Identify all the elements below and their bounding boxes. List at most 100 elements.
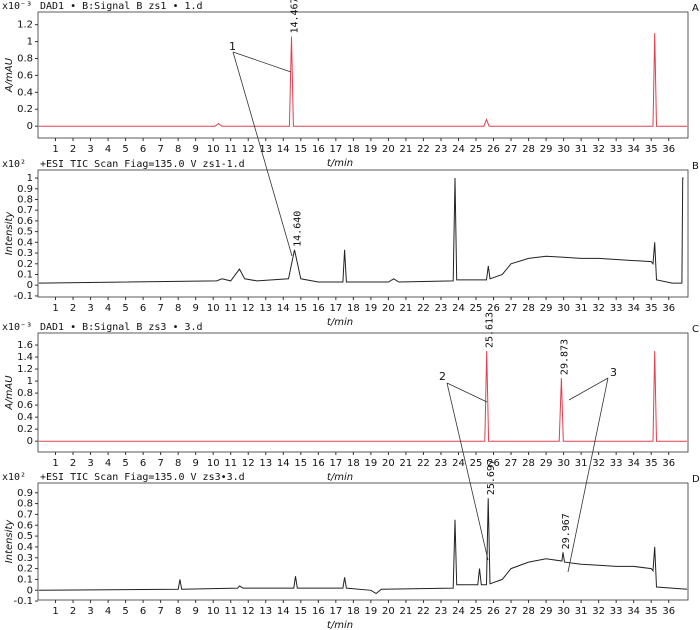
x-tick-label: 2 [70, 144, 76, 155]
x-tick-label: 32 [592, 606, 605, 617]
x-tick-label: 33 [610, 144, 623, 155]
y-tick-label: 0.9 [17, 184, 33, 195]
scale-label: x10² [2, 472, 26, 483]
annotation-line [446, 382, 489, 561]
x-tick-label: 33 [610, 606, 623, 617]
x-tick-label: 18 [347, 303, 360, 314]
x-tick-label: 21 [400, 606, 413, 617]
x-tick-label: 15 [294, 606, 307, 617]
x-tick-label: 20 [382, 606, 395, 617]
x-tick-label: 14 [277, 458, 290, 469]
plot-frame [37, 482, 689, 601]
y-tick-label: 0 [27, 280, 33, 291]
y-tick-label: 0.5 [17, 227, 33, 238]
x-tick-label: 8 [175, 144, 181, 155]
x-tick-label: 35 [645, 458, 658, 469]
y-tick-label: 0.6 [17, 400, 33, 411]
y-tick-label: 0 [27, 121, 33, 132]
x-tick-label: 4 [105, 144, 111, 155]
signal-line [38, 498, 688, 595]
y-axis-label: Intensity [4, 211, 15, 256]
x-tick-label: 7 [157, 458, 163, 469]
x-tick-label: 3 [87, 303, 93, 314]
panel-title: DAD1 • B:Signal B zs3 • 3.d [40, 322, 203, 333]
x-tick-label: 29 [540, 606, 553, 617]
peak-label: 29.967 [561, 513, 572, 549]
x-tick-label: 11 [224, 144, 237, 155]
x-tick-label: 2 [70, 303, 76, 314]
x-tick-label: 34 [627, 303, 640, 314]
y-tick-label: -0.1 [13, 291, 33, 302]
x-tick-label: 20 [382, 458, 395, 469]
x-tick-label: 33 [610, 303, 623, 314]
scale-label: x10⁻³ [2, 322, 32, 333]
x-tick-label: 11 [224, 458, 237, 469]
x-tick-label: 27 [505, 144, 518, 155]
x-tick-label: 18 [347, 606, 360, 617]
x-tick-label: 24 [452, 303, 465, 314]
x-axis-label: t/min [327, 472, 353, 483]
x-tick-label: 16 [312, 606, 325, 617]
x-tick-label: 33 [610, 458, 623, 469]
y-tick-label: 0.8 [17, 194, 33, 205]
x-tick-label: 11 [224, 303, 237, 314]
x-tick-label: 17 [329, 606, 342, 617]
x-tick-label: 25 [470, 458, 483, 469]
x-tick-label: 17 [329, 303, 342, 314]
x-tick-label: 28 [522, 303, 535, 314]
y-tick-label: 0.9 [17, 488, 33, 499]
x-tick-label: 16 [312, 303, 325, 314]
y-tick-label: 1.4 [17, 352, 33, 363]
x-tick-label: 6 [140, 606, 146, 617]
x-tick-label: 1 [52, 144, 58, 155]
y-tick-label: 0.1 [17, 574, 33, 585]
x-tick-label: 18 [347, 144, 360, 155]
y-axis-label: A/mAU [4, 57, 15, 93]
x-tick-label: 10 [207, 458, 220, 469]
panel-title: DAD1 • B:Signal B zs1 • 1.d [40, 1, 203, 12]
x-tick-label: 20 [382, 303, 395, 314]
x-tick-label: 29 [540, 458, 553, 469]
y-tick-label: 1.6 [17, 340, 33, 351]
x-tick-label: 9 [192, 303, 198, 314]
y-tick-label: 0.3 [17, 248, 33, 259]
annotation-label: 3 [610, 366, 617, 379]
annotation-line [568, 377, 609, 401]
x-tick-label: 6 [140, 144, 146, 155]
x-tick-label: 25 [470, 144, 483, 155]
x-tick-label: 9 [192, 458, 198, 469]
x-tick-label: 10 [207, 144, 220, 155]
annotation-label: 1 [229, 40, 236, 53]
plot-frame [37, 332, 689, 453]
panel-letter: D [692, 474, 700, 485]
x-tick-label: 34 [627, 144, 640, 155]
x-tick-label: 32 [592, 144, 605, 155]
x-tick-label: 4 [105, 458, 111, 469]
x-tick-label: 12 [242, 458, 255, 469]
x-tick-label: 16 [312, 458, 325, 469]
x-tick-label: 27 [505, 606, 518, 617]
x-tick-label: 2 [70, 458, 76, 469]
y-tick-label: 0.4 [17, 412, 33, 423]
y-tick-label: 0.8 [17, 499, 33, 510]
x-tick-label: 22 [417, 144, 430, 155]
y-tick-label: -0.1 [13, 596, 33, 607]
x-tick-label: 19 [365, 458, 378, 469]
x-tick-label: 8 [175, 458, 181, 469]
x-tick-label: 23 [435, 144, 448, 155]
x-tick-label: 6 [140, 303, 146, 314]
x-tick-label: 14 [277, 303, 290, 314]
x-tick-label: 17 [329, 144, 342, 155]
x-tick-label: 26 [487, 303, 500, 314]
x-tick-label: 28 [522, 606, 535, 617]
x-tick-label: 4 [105, 606, 111, 617]
y-tick-label: 0.2 [17, 259, 33, 270]
x-axis-label: t/min [327, 158, 353, 169]
x-tick-label: 10 [207, 606, 220, 617]
x-tick-label: 29 [540, 144, 553, 155]
x-tick-label: 21 [400, 458, 413, 469]
panel-title: +ESI TIC Scan Fiag=135.0 V zs3•3.d [40, 472, 245, 483]
annotation-label: 2 [439, 370, 446, 383]
x-tick-label: 36 [662, 458, 675, 469]
x-tick-label: 27 [505, 458, 518, 469]
